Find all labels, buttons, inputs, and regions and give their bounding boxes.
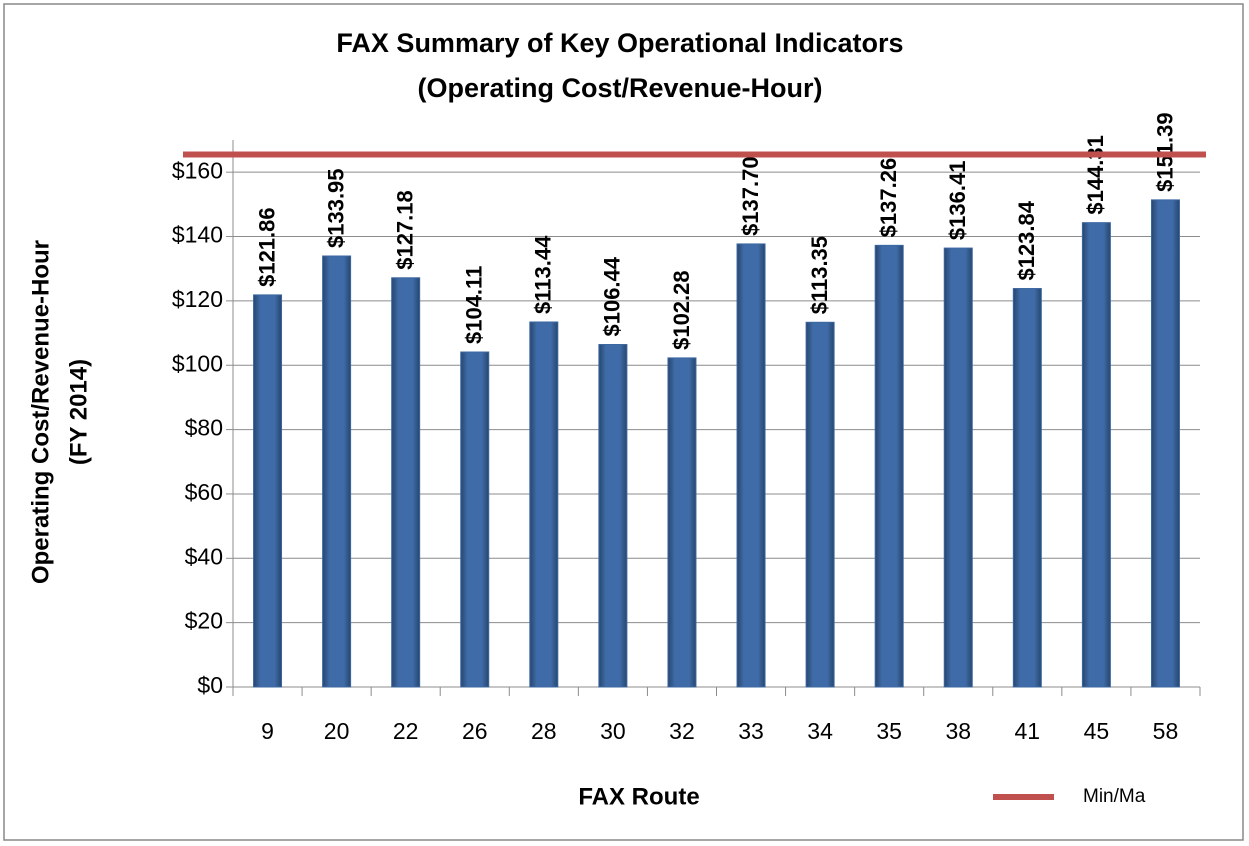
- x-tick-label: 45: [1084, 718, 1110, 744]
- x-tick-label: 33: [738, 718, 764, 744]
- bar: [1081, 222, 1111, 688]
- bar: [391, 277, 421, 688]
- value-label: $123.84: [1014, 200, 1039, 280]
- y-tick-label: $20: [185, 608, 223, 634]
- chart-title: (Operating Cost/Revenue-Hour): [417, 73, 822, 103]
- bar: [598, 344, 628, 688]
- value-label: $133.95: [323, 168, 348, 248]
- value-label: $106.44: [600, 256, 625, 336]
- x-tick-label: 34: [807, 718, 833, 744]
- x-tick-label: 30: [600, 718, 626, 744]
- x-axis-title: FAX Route: [578, 783, 699, 810]
- value-label: $104.11: [462, 266, 487, 344]
- value-label: $113.44: [531, 235, 556, 314]
- value-label: $137.26: [876, 158, 901, 238]
- bar: [322, 255, 352, 688]
- x-tick-label: 41: [1015, 718, 1041, 744]
- x-tick-label: 35: [876, 718, 902, 744]
- y-axis-title: (FY 2014): [65, 359, 92, 465]
- bar: [529, 321, 559, 688]
- x-tick-label: 32: [669, 718, 695, 744]
- y-tick-label: $100: [172, 350, 223, 376]
- x-tick-label: 9: [261, 718, 274, 744]
- bar: [253, 294, 283, 688]
- y-tick-label: $140: [172, 222, 223, 248]
- bar: [874, 244, 904, 688]
- bar: [805, 321, 835, 688]
- x-tick-label: 58: [1153, 718, 1179, 744]
- legend-label: Min/Ma: [1083, 786, 1146, 807]
- y-tick-label: $40: [185, 543, 223, 569]
- chart-title: FAX Summary of Key Operational Indicator…: [336, 28, 903, 58]
- value-label: $136.41: [945, 161, 970, 241]
- y-tick-label: $120: [172, 286, 223, 312]
- value-label: $144.31: [1083, 135, 1108, 215]
- x-tick-label: 22: [393, 718, 419, 744]
- value-label: $127.18: [392, 190, 417, 270]
- x-tick-label: 38: [945, 718, 971, 744]
- bar: [667, 357, 697, 688]
- value-label: $137.70: [738, 156, 763, 236]
- x-tick-label: 26: [462, 718, 488, 744]
- bar: [1012, 288, 1042, 688]
- value-label: $121.86: [254, 207, 279, 287]
- value-label: $113.35: [807, 236, 832, 314]
- x-tick-label: 28: [531, 718, 557, 744]
- x-tick-label: 20: [324, 718, 350, 744]
- y-tick-label: $160: [172, 157, 223, 183]
- y-tick-label: $0: [197, 672, 223, 698]
- y-tick-label: $80: [185, 415, 223, 441]
- y-tick-label: $60: [185, 479, 223, 505]
- bar: [1150, 199, 1180, 688]
- bar: [460, 351, 490, 688]
- value-label: $102.28: [669, 270, 694, 350]
- bar: [736, 243, 766, 688]
- bar: [943, 247, 973, 688]
- y-axis-title: Operating Cost/Revenue-Hour: [27, 240, 54, 584]
